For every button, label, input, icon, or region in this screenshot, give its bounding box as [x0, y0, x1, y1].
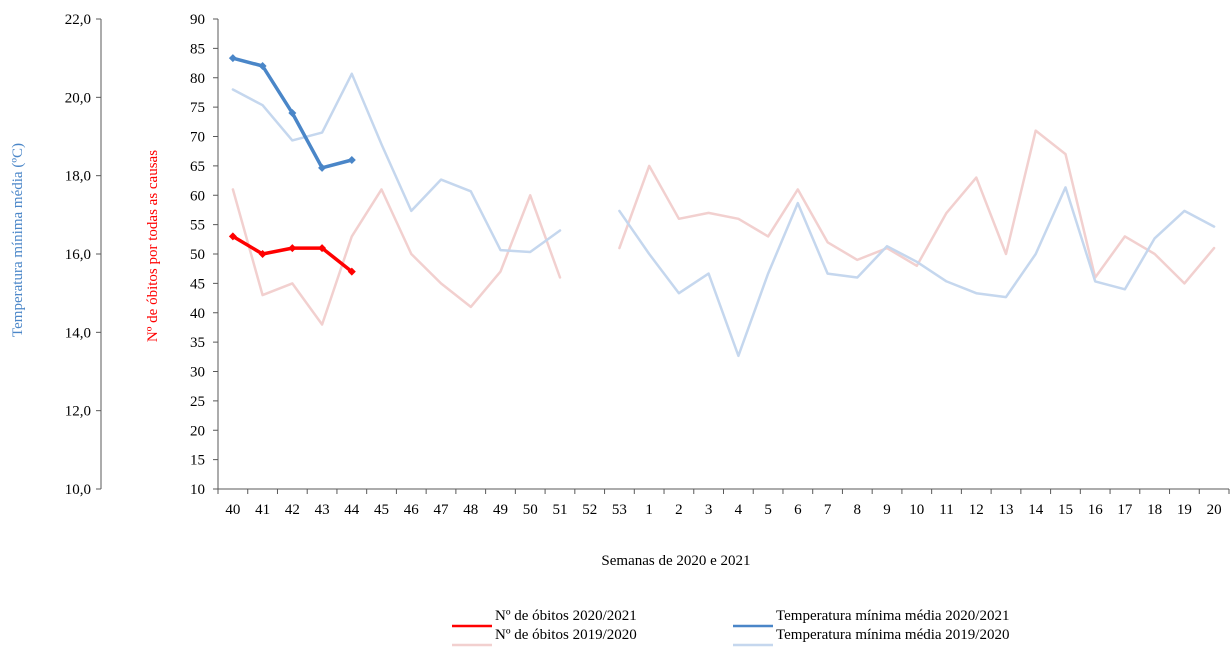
x-axis-tick-label: 5 — [764, 502, 772, 518]
right-axis-tick-label: 55 — [190, 218, 205, 234]
y-right-axis-label: Nº de óbitos por todas as causas — [145, 150, 161, 342]
legend-label-temp_2021: Temperatura mínima média 2020/2021 — [776, 608, 1009, 624]
x-axis-tick-label: 47 — [434, 502, 450, 518]
data-point-temp_2021 — [228, 54, 237, 63]
left-axis-tick-label: 14,0 — [65, 325, 91, 341]
legend-label-deaths_2021: Nº de óbitos 2020/2021 — [495, 608, 637, 624]
legend-label-deaths_2020: Nº de óbitos 2019/2020 — [495, 627, 637, 643]
right-axis-tick-label: 65 — [190, 159, 205, 175]
x-axis-tick-label: 51 — [552, 502, 567, 518]
x-axis-tick-label: 12 — [969, 502, 984, 518]
series-line-temp_2020 — [231, 72, 562, 254]
data-point-deaths_2021 — [228, 232, 237, 241]
x-axis-tick-label: 40 — [225, 502, 240, 518]
right-axis-tick-label: 80 — [190, 71, 205, 87]
data-point-deaths_2021 — [318, 244, 327, 253]
x-axis-label: Semanas de 2020 e 2021 — [601, 553, 750, 569]
right-axis-tick-label: 70 — [190, 130, 205, 146]
x-axis-tick-label: 8 — [854, 502, 862, 518]
data-point-temp_2021 — [288, 109, 297, 117]
x-axis-tick-label: 41 — [255, 502, 270, 518]
right-y-axis: 10 15 20 25 30 35 40 45 50 55 60 65 70 75 80 85 90 — [190, 12, 219, 498]
x-axis-tick-label: 2 — [675, 502, 683, 518]
x-axis-tick-label: 44 — [344, 502, 360, 518]
right-axis-tick-label: 90 — [190, 12, 205, 28]
series-line-temp_2020 — [618, 186, 1216, 358]
data-point-deaths_2021 — [258, 250, 267, 258]
x-axis-tick-label: 3 — [705, 502, 713, 518]
x-axis-tick-label: 49 — [493, 502, 508, 518]
left-y-axis: 10,0 12,0 14,0 16,0 18,0 20,0 22,0 — [65, 12, 102, 498]
data-point-temp_2021 — [258, 62, 267, 70]
data-point-temp_2021 — [318, 163, 327, 172]
x-axis-tick-label: 1 — [645, 502, 653, 518]
series-line-deaths_2020 — [618, 129, 1216, 285]
left-axis-tick-label: 18,0 — [65, 169, 91, 185]
left-axis-tick-label: 12,0 — [65, 404, 91, 420]
x-axis-tick-label: 16 — [1088, 502, 1104, 518]
x-axis-tick-label: 43 — [315, 502, 330, 518]
x-axis-tick-label: 45 — [374, 502, 389, 518]
right-axis-tick-label: 35 — [190, 335, 205, 351]
data-point-deaths_2021 — [288, 244, 297, 253]
x-axis-tick-label: 46 — [404, 502, 420, 518]
x-axis-tick-label: 9 — [883, 502, 891, 518]
x-axis-tick-label: 19 — [1177, 502, 1192, 518]
left-axis-tick-label: 16,0 — [65, 247, 91, 263]
right-axis-tick-label: 50 — [190, 247, 205, 263]
x-axis-tick-label: 13 — [998, 502, 1013, 518]
right-axis-tick-label: 30 — [190, 365, 205, 381]
data-point-temp_2021 — [347, 156, 356, 164]
left-axis-tick-label: 22,0 — [65, 12, 91, 28]
legend-label-temp_2020: Temperatura mínima média 2019/2020 — [776, 627, 1009, 643]
x-axis: 40 41 42 43 44 45 46 47 48 49 50 51 52 53 1 2 3 4 5 6 7 8 9 10 1… — [217, 488, 1230, 518]
right-axis-tick-label: 15 — [190, 453, 205, 469]
x-axis-tick-label: 20 — [1207, 502, 1222, 518]
x-axis-tick-label: 18 — [1147, 502, 1162, 518]
right-axis-tick-label: 45 — [190, 276, 205, 292]
series-layer — [228, 54, 1216, 358]
left-axis-tick-label: 10,0 — [65, 482, 91, 498]
x-axis-tick-label: 6 — [794, 502, 802, 518]
right-axis-tick-label: 75 — [190, 100, 205, 116]
x-axis-tick-label: 7 — [824, 502, 832, 518]
x-axis-tick-label: 48 — [463, 502, 478, 518]
right-axis-tick-label: 10 — [190, 482, 205, 498]
x-axis-tick-label: 17 — [1117, 502, 1133, 518]
x-axis-tick-label: 11 — [939, 502, 953, 518]
right-axis-tick-label: 60 — [190, 188, 205, 204]
x-axis-tick-label: 10 — [909, 502, 924, 518]
right-axis-tick-label: 85 — [190, 41, 205, 57]
x-axis-tick-label: 53 — [612, 502, 627, 518]
x-axis-tick-label: 14 — [1028, 502, 1044, 518]
x-axis-tick-label: 50 — [523, 502, 538, 518]
data-point-deaths_2021 — [347, 267, 356, 276]
left-axis-tick-label: 20,0 — [65, 90, 91, 106]
right-axis-tick-label: 20 — [190, 423, 205, 439]
x-axis-tick-label: 42 — [285, 502, 300, 518]
x-axis-tick-label: 4 — [735, 502, 743, 518]
series-line-deaths_2020 — [231, 188, 562, 326]
legend: Nº de óbitos 2020/2021 Nº de óbitos 2019/… — [452, 608, 1009, 647]
y-left-axis-label: Temperatura mínima média (ºC) — [10, 143, 26, 337]
x-axis-tick-label: 52 — [582, 502, 597, 518]
right-axis-tick-label: 25 — [190, 394, 205, 410]
right-axis-tick-label: 40 — [190, 306, 205, 322]
x-axis-tick-label: 15 — [1058, 502, 1073, 518]
